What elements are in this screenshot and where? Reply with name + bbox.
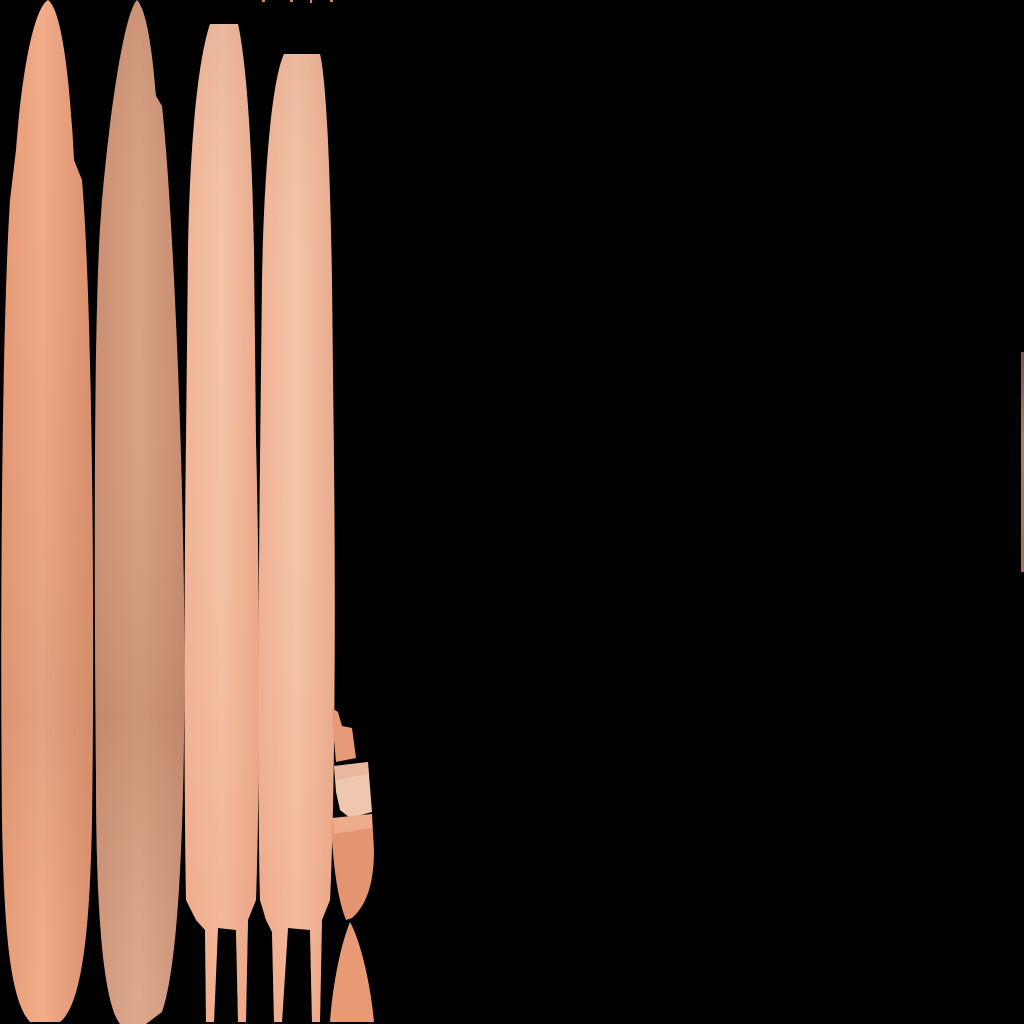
texture-fragment-top [332,708,356,762]
texture-strip-2 [94,0,185,1024]
texture-fragment-cup [332,814,374,920]
texture-strip-4 [258,54,335,1022]
texture-fragment-square [334,762,372,818]
texture-edge-sliver [1021,352,1024,572]
texture-fragment-point [330,922,374,1022]
texture-specks [262,0,333,3]
texture-strip-1 [1,0,94,1022]
texture-strip-3 [184,24,259,1022]
